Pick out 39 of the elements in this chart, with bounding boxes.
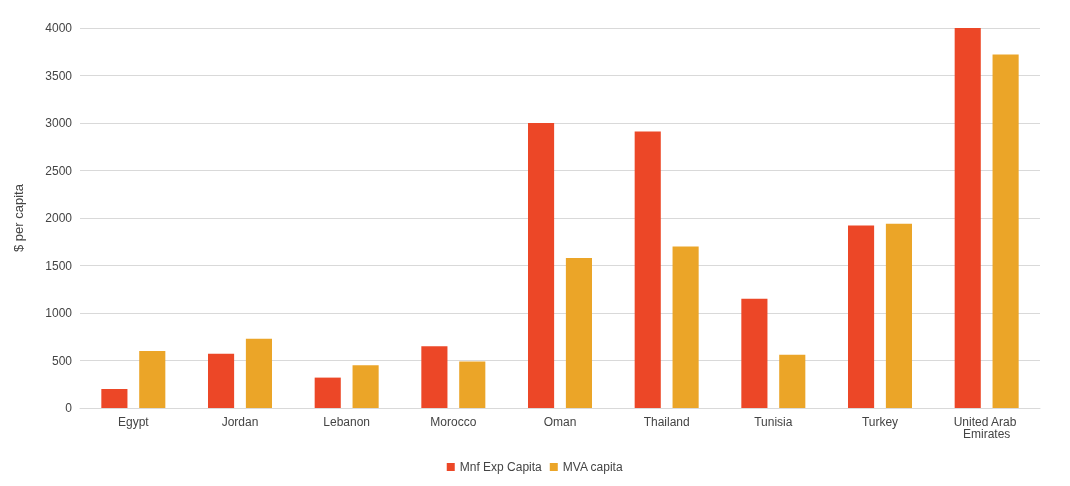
bar (245, 338, 272, 408)
bar (672, 246, 699, 408)
legend-label: Mnf Exp Capita (459, 460, 543, 474)
bar (741, 298, 768, 408)
bar (528, 123, 555, 408)
bar (139, 351, 166, 408)
bar (459, 361, 486, 408)
y-axis-title: $ per capita (11, 183, 26, 252)
y-tick-label: 2000 (45, 211, 73, 225)
y-tick-label: 3000 (45, 116, 73, 130)
bar (992, 54, 1019, 408)
y-tick-label: 2500 (45, 163, 73, 178)
x-tick-label: Morocco (430, 415, 477, 429)
bar (565, 257, 592, 408)
bar (352, 365, 379, 408)
x-tick-label: Turkey (861, 415, 899, 429)
y-tick-label: 1000 (45, 306, 73, 320)
bar (634, 131, 661, 408)
bar (848, 225, 875, 408)
x-tick-label: Lebanon (323, 415, 371, 429)
bar (421, 346, 448, 408)
y-tick-label: 1500 (45, 258, 73, 273)
bar (954, 28, 981, 408)
y-tick-label: 500 (51, 353, 73, 368)
x-tick-label: Jordan (221, 415, 259, 429)
y-tick-label: 4000 (45, 21, 73, 35)
y-tick-label: 0 (65, 401, 73, 415)
x-tick-label: United Arab Emirates (953, 415, 1020, 441)
bar (208, 353, 235, 408)
y-tick-label: 3500 (45, 68, 73, 83)
x-tick-label: Egypt (117, 415, 150, 429)
bar (314, 377, 341, 408)
x-tick-label: Thailand (643, 415, 690, 429)
x-tick-label: Oman (543, 415, 577, 429)
x-tick-label: Tunisia (754, 415, 793, 429)
bar (779, 354, 806, 408)
legend-label: MVA capita (562, 460, 623, 474)
bar (101, 389, 128, 408)
bar (885, 223, 912, 408)
